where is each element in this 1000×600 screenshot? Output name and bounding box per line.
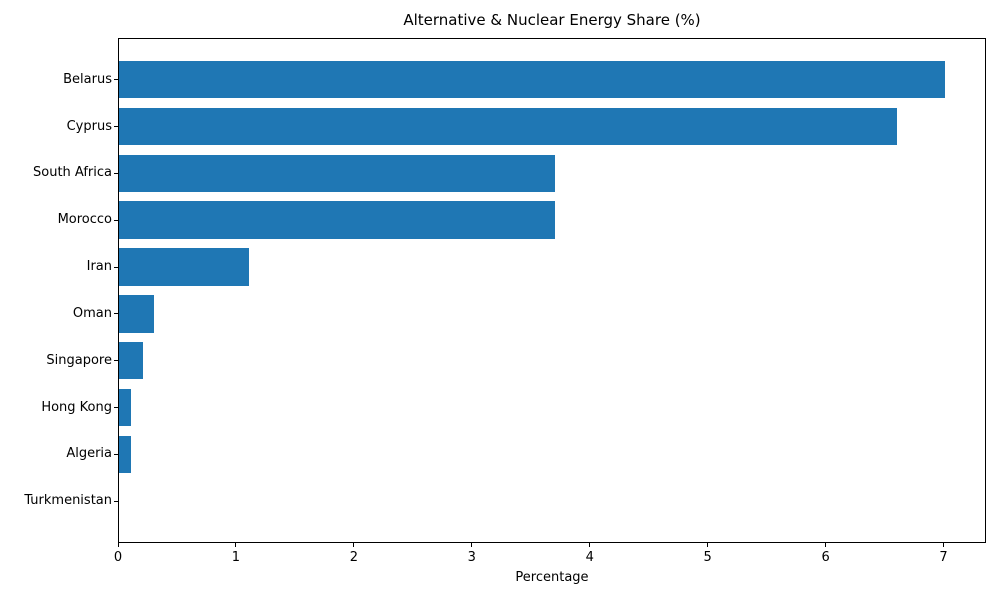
x-tick-label: 6 (821, 550, 830, 565)
y-tick-label: Iran (86, 259, 112, 275)
y-tick-label: Turkmenistan (24, 493, 112, 509)
x-tick-label: 0 (113, 550, 123, 565)
y-tick-mark (113, 79, 118, 81)
y-tick-mark (113, 313, 118, 315)
y-tick-mark (113, 500, 118, 502)
y-tick-label: Hong Kong (41, 399, 112, 415)
y-tick-mark (113, 126, 118, 128)
plot-area (118, 38, 986, 543)
x-tick-mark (117, 543, 119, 547)
y-tick-label: Cyprus (66, 118, 112, 134)
y-tick-mark (113, 219, 118, 221)
x-tick-label: 7 (939, 550, 948, 565)
y-tick-label: South Africa (33, 165, 112, 181)
bar-oman (119, 295, 155, 333)
y-tick-mark (113, 453, 118, 455)
y-tick-label: Belarus (63, 71, 112, 87)
y-tick-label: Oman (72, 305, 112, 321)
x-tick-mark (471, 543, 473, 547)
y-tick-mark (113, 407, 118, 409)
y-tick-mark (113, 266, 118, 268)
x-tick-label: 2 (349, 550, 358, 565)
x-tick-mark (943, 543, 945, 547)
x-tick-mark (235, 543, 237, 547)
chart-title: Alternative & Nuclear Energy Share (%) (403, 11, 701, 29)
x-axis-label: Percentage (515, 570, 589, 585)
bar-cyprus (119, 107, 898, 146)
y-tick-mark (113, 172, 118, 174)
bar-south-africa (119, 154, 556, 193)
y-tick-label: Morocco (57, 212, 112, 228)
bar-hong-kong (119, 388, 131, 427)
y-tick-mark (113, 360, 118, 362)
y-tick-label: Algeria (66, 446, 112, 462)
bar-algeria (119, 435, 131, 474)
bar-morocco (119, 201, 556, 239)
x-tick-mark (589, 543, 591, 547)
bar-iran (119, 248, 249, 286)
x-tick-mark (353, 543, 355, 547)
x-tick-label: 4 (585, 550, 594, 565)
bar-belarus (119, 60, 945, 99)
x-tick-label: 1 (231, 550, 241, 565)
x-tick-mark (707, 543, 709, 547)
y-tick-label: Singapore (46, 352, 112, 368)
x-tick-mark (825, 543, 827, 547)
bar-singapore (119, 342, 143, 380)
x-tick-label: 3 (467, 550, 476, 565)
x-tick-label: 5 (703, 550, 712, 565)
